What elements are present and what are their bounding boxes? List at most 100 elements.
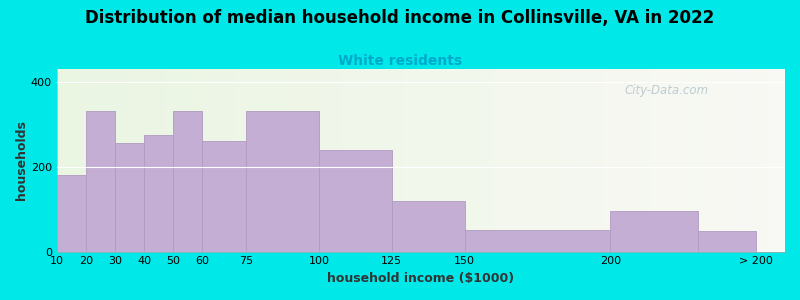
Bar: [669, 69, 672, 252]
Bar: [108, 69, 111, 252]
Bar: [709, 69, 712, 252]
Bar: [723, 69, 726, 252]
Bar: [705, 69, 709, 252]
Bar: [221, 69, 224, 252]
Bar: [122, 69, 126, 252]
Bar: [694, 69, 698, 252]
Bar: [184, 69, 188, 252]
Bar: [97, 69, 101, 252]
Bar: [490, 69, 494, 252]
Bar: [465, 69, 468, 252]
Bar: [450, 69, 454, 252]
Bar: [458, 69, 461, 252]
Bar: [588, 69, 592, 252]
Bar: [610, 211, 698, 252]
Bar: [658, 69, 661, 252]
Bar: [294, 69, 297, 252]
Bar: [385, 69, 388, 252]
Bar: [545, 69, 548, 252]
Bar: [330, 69, 334, 252]
Bar: [782, 69, 785, 252]
Bar: [392, 69, 395, 252]
X-axis label: household income ($1000): household income ($1000): [327, 272, 514, 285]
Bar: [239, 69, 242, 252]
Bar: [425, 69, 428, 252]
Bar: [206, 69, 210, 252]
Bar: [596, 69, 599, 252]
Bar: [322, 69, 326, 252]
Bar: [505, 69, 508, 252]
Bar: [556, 69, 559, 252]
Bar: [214, 69, 217, 252]
Bar: [155, 69, 158, 252]
Bar: [86, 112, 115, 252]
Bar: [519, 69, 523, 252]
Bar: [191, 69, 195, 252]
Bar: [210, 69, 214, 252]
Bar: [603, 69, 606, 252]
Bar: [629, 69, 632, 252]
Bar: [231, 69, 235, 252]
Text: City-Data.com: City-Data.com: [625, 84, 709, 97]
Bar: [446, 69, 450, 252]
Bar: [286, 69, 290, 252]
Bar: [134, 69, 137, 252]
Bar: [370, 69, 374, 252]
Bar: [337, 69, 341, 252]
Bar: [86, 69, 90, 252]
Bar: [756, 69, 759, 252]
Bar: [246, 112, 319, 252]
Bar: [57, 175, 86, 252]
Bar: [435, 69, 439, 252]
Bar: [465, 230, 610, 252]
Bar: [228, 69, 231, 252]
Bar: [752, 69, 756, 252]
Bar: [104, 69, 108, 252]
Bar: [348, 69, 352, 252]
Bar: [174, 69, 177, 252]
Bar: [639, 69, 643, 252]
Bar: [665, 69, 669, 252]
Bar: [61, 69, 64, 252]
Text: Distribution of median household income in Collinsville, VA in 2022: Distribution of median household income …: [86, 9, 714, 27]
Bar: [574, 69, 578, 252]
Bar: [654, 69, 658, 252]
Bar: [388, 69, 392, 252]
Bar: [202, 141, 246, 252]
Bar: [738, 69, 742, 252]
Bar: [377, 69, 381, 252]
Bar: [442, 69, 446, 252]
Bar: [282, 69, 286, 252]
Bar: [428, 69, 432, 252]
Bar: [198, 69, 202, 252]
Bar: [698, 231, 756, 252]
Bar: [672, 69, 676, 252]
Bar: [592, 69, 596, 252]
Bar: [515, 69, 519, 252]
Bar: [766, 69, 770, 252]
Bar: [486, 69, 490, 252]
Bar: [563, 69, 566, 252]
Bar: [508, 69, 512, 252]
Bar: [268, 69, 271, 252]
Bar: [319, 69, 322, 252]
Bar: [170, 69, 174, 252]
Bar: [719, 69, 723, 252]
Bar: [399, 69, 402, 252]
Bar: [177, 69, 181, 252]
Bar: [144, 69, 148, 252]
Bar: [512, 69, 515, 252]
Y-axis label: households: households: [15, 120, 28, 200]
Bar: [606, 69, 610, 252]
Bar: [345, 69, 348, 252]
Bar: [151, 69, 155, 252]
Bar: [418, 69, 421, 252]
Bar: [90, 69, 93, 252]
Bar: [319, 150, 392, 252]
Bar: [374, 69, 377, 252]
Bar: [610, 69, 614, 252]
Bar: [246, 69, 250, 252]
Bar: [716, 69, 719, 252]
Bar: [195, 69, 198, 252]
Bar: [71, 69, 75, 252]
